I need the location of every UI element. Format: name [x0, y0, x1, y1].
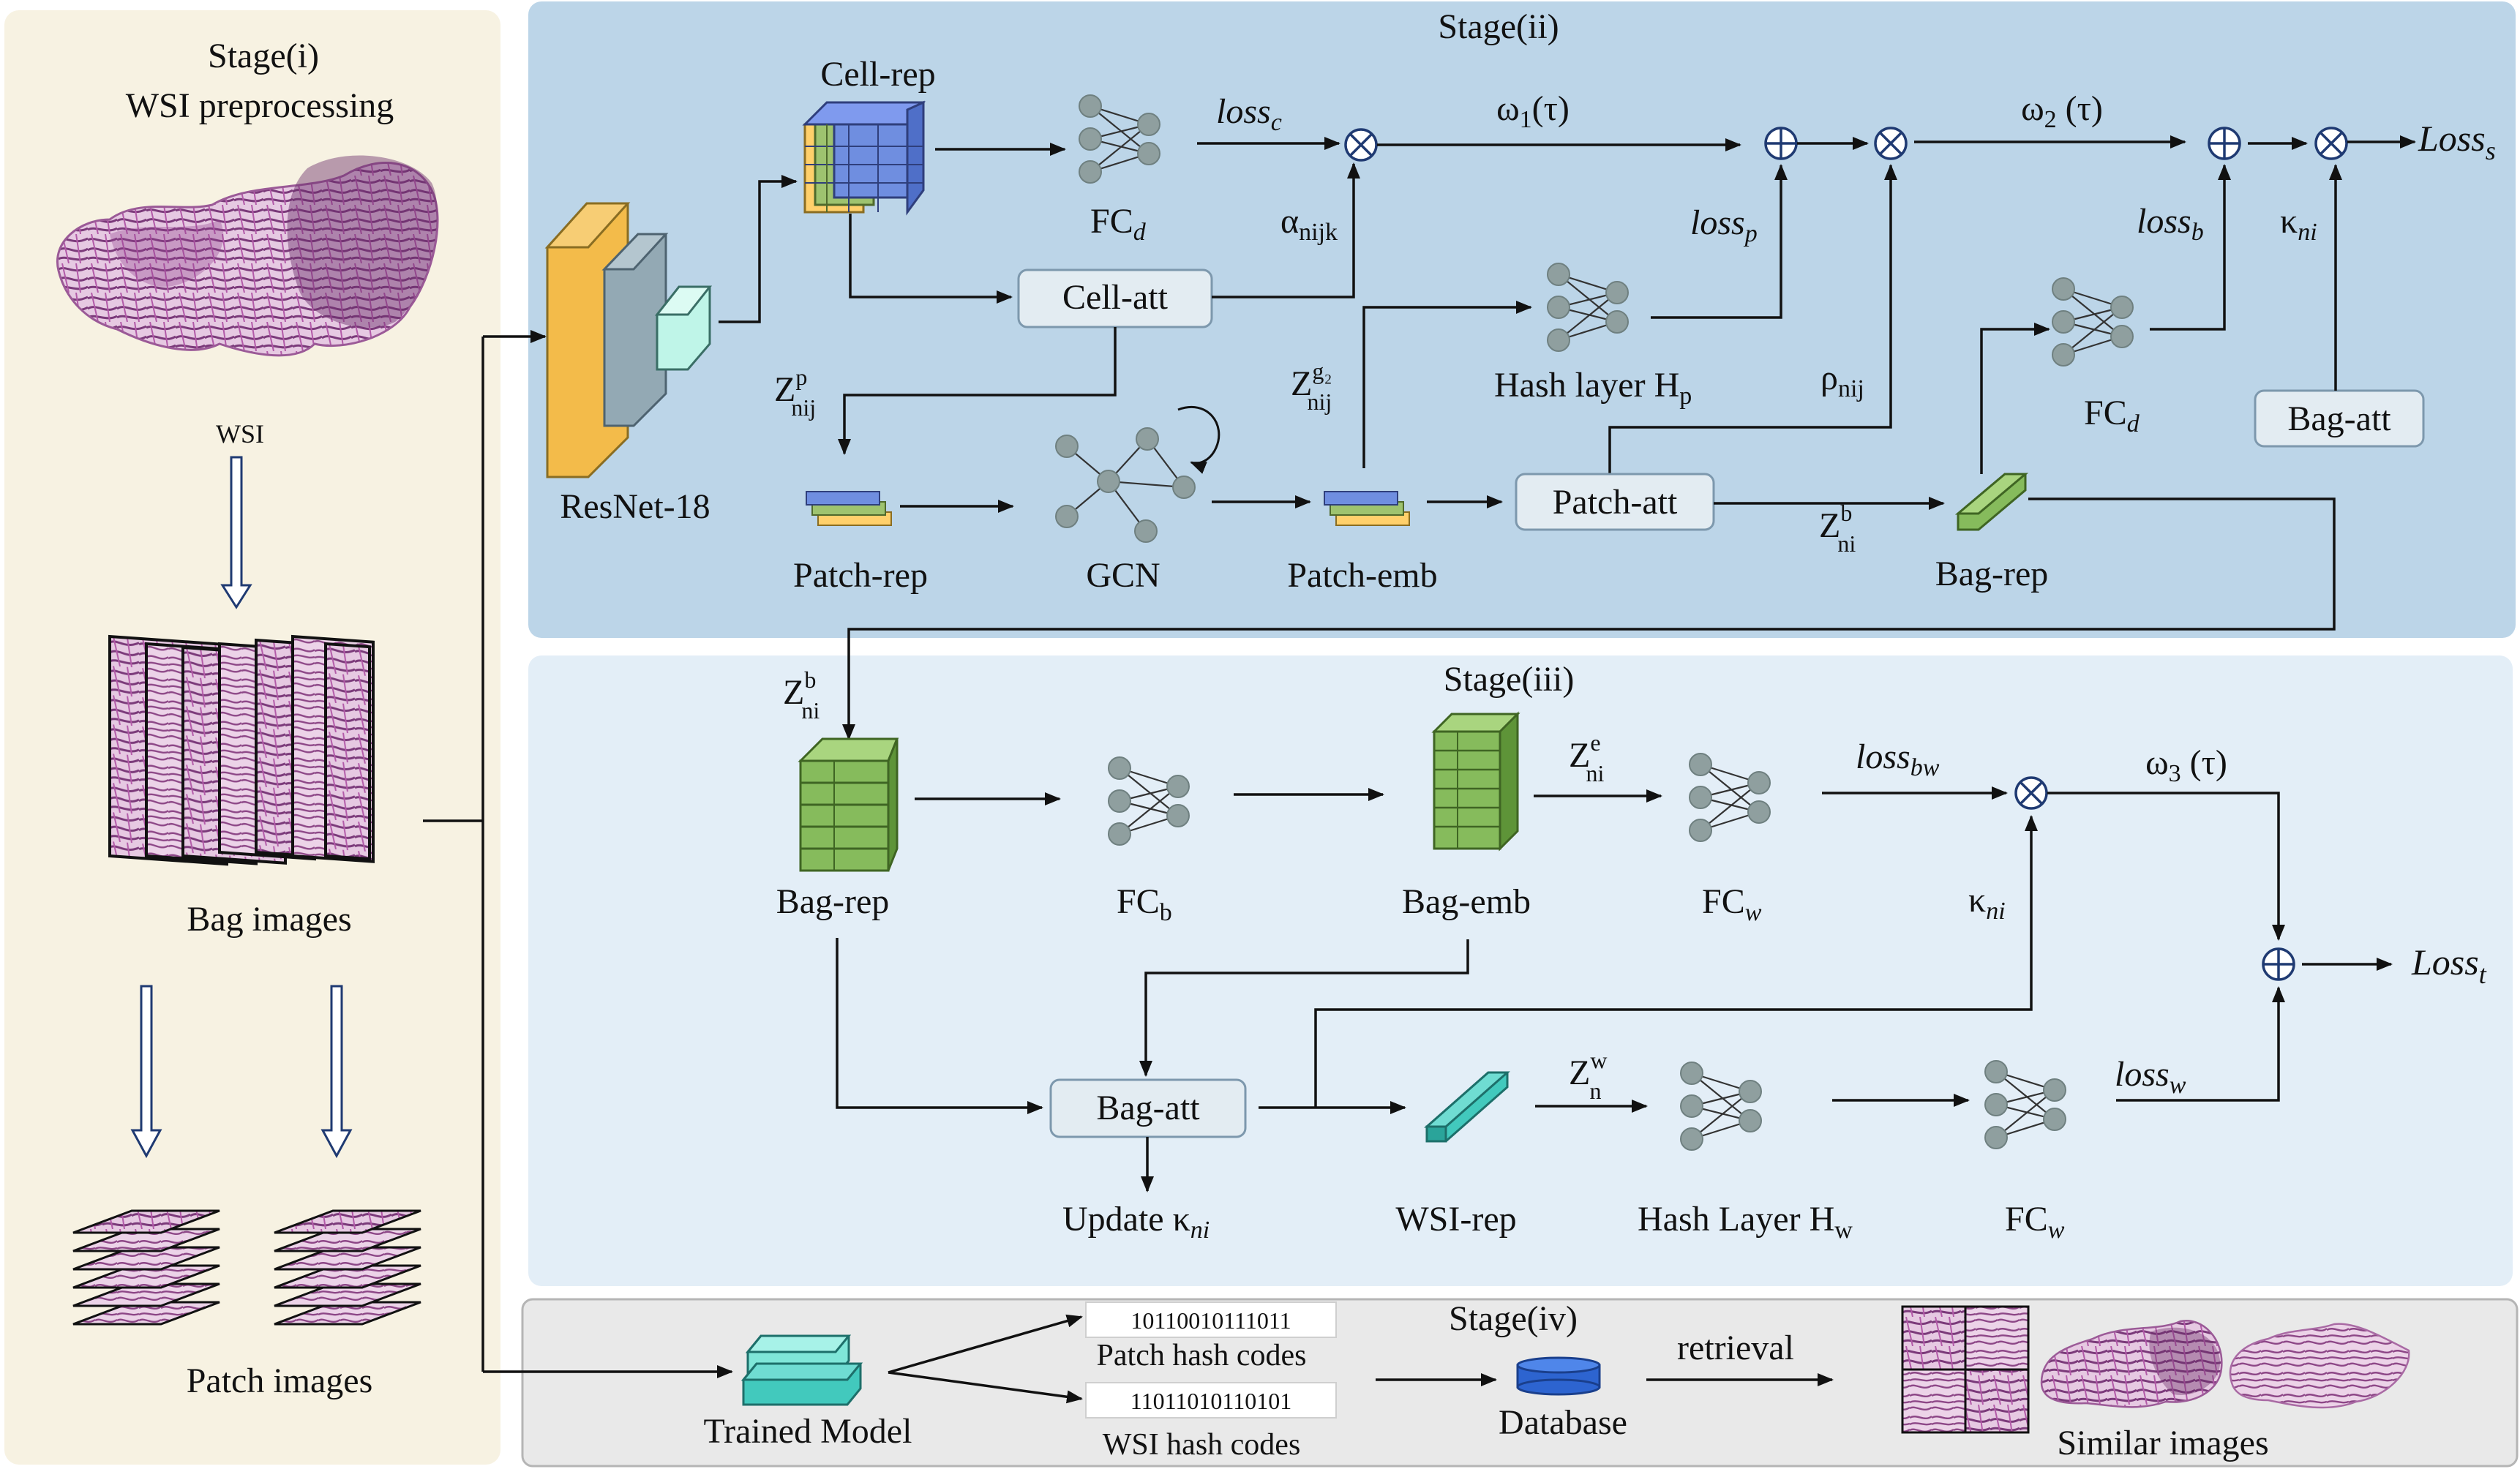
wsi-label: WSI [216, 419, 264, 448]
multiply-op-s3 [2016, 778, 2047, 808]
database-icon [1518, 1358, 1600, 1394]
gcn-label: GCN [1086, 556, 1160, 595]
cell-att-label: Cell-att [1062, 278, 1169, 317]
loss-s-label: Losss [2418, 118, 2496, 165]
trained-model-icon [743, 1336, 860, 1405]
plus-op-1 [1766, 128, 1796, 159]
bag-rep-label-s2: Bag-rep [1935, 555, 2049, 593]
bag-emb-label: Bag-emb [1402, 882, 1531, 921]
stage2-panel [528, 1, 2516, 638]
database-label: Database [1499, 1403, 1627, 1442]
multiply-op-1 [1346, 129, 1376, 160]
bag-att-label-s3: Bag-att [1096, 1089, 1200, 1127]
bag-images-label: Bag images [187, 900, 351, 939]
loss-t-label: Losst [2411, 942, 2487, 989]
patch-emb-cube [1324, 492, 1409, 525]
patch-rep-cube [806, 492, 891, 525]
plus-op-2 [2209, 128, 2240, 159]
cell-rep-cube [805, 102, 923, 212]
retrieval-label: retrieval [1677, 1329, 1794, 1367]
bag-images-stack [110, 636, 373, 864]
hash-p-label: Hash layer Hp [1494, 366, 1692, 410]
multiply-op-2 [1875, 128, 1906, 159]
wsi-code-text: 11011010110101 [1130, 1388, 1291, 1414]
resnet-label: ResNet-18 [560, 487, 710, 526]
bag-att-label-s2: Bag-att [2287, 399, 2391, 438]
bag-rep-label-s3: Bag-rep [776, 882, 890, 921]
wsi-codes-label: WSI hash codes [1103, 1428, 1301, 1462]
trained-model-label: Trained Model [704, 1412, 912, 1451]
update-kappa-label: Update κni [1062, 1200, 1210, 1244]
bag-emb-cube [1434, 714, 1518, 849]
omega1-label: ω1(τ) [1496, 89, 1570, 133]
stage2-title: Stage(ii) [1438, 7, 1559, 46]
patch-rep-label: Patch-rep [793, 556, 928, 595]
multiply-op-3 [2316, 128, 2347, 159]
stage1-subtitle: WSI preprocessing [126, 86, 394, 125]
stage3-title: Stage(iii) [1444, 660, 1575, 699]
stage1-title: Stage(i) [208, 37, 319, 75]
patch-codes-label: Patch hash codes [1097, 1339, 1307, 1372]
patch-code-text: 10110010111011 [1130, 1307, 1291, 1334]
wsi-rep-label: WSI-rep [1395, 1200, 1516, 1239]
similar-images-grid [1902, 1307, 2028, 1432]
patch-images-label: Patch images [187, 1361, 373, 1400]
bag-rep-cube-s3 [800, 739, 897, 871]
omega3-label: ω3 (τ) [2145, 743, 2227, 787]
patch-att-label: Patch-att [1553, 483, 1678, 522]
patch-emb-label: Patch-emb [1287, 556, 1437, 595]
cell-rep-label: Cell-rep [820, 55, 935, 94]
plus-op-s3 [2263, 949, 2294, 980]
hash-w-label: Hash Layer Hw [1638, 1200, 1853, 1244]
stage4-title: Stage(iv) [1449, 1299, 1578, 1338]
similar-images-label: Similar images [2057, 1424, 2268, 1462]
omega2-label: ω2 (τ) [2021, 89, 2103, 133]
